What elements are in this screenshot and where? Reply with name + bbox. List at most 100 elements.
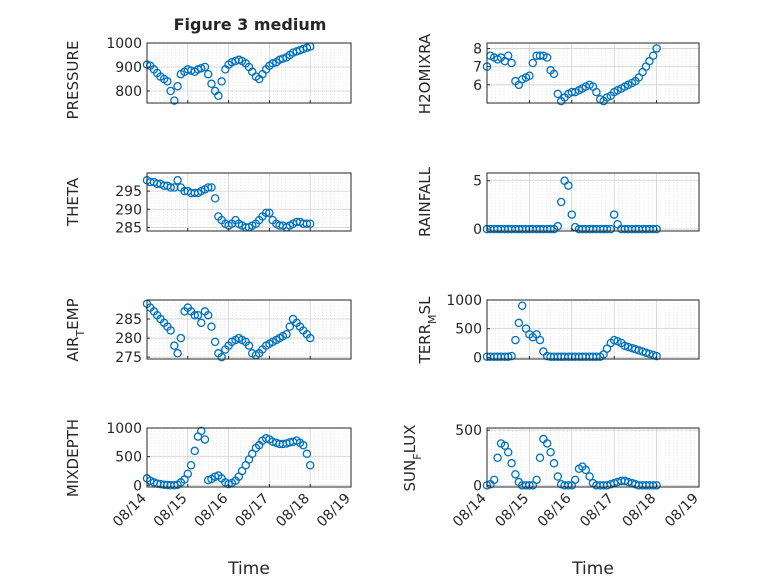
axes-box xyxy=(146,299,352,360)
data-point xyxy=(546,224,555,234)
y-axis-label: PRESSURE xyxy=(64,41,82,120)
y-tick-label: 1000 xyxy=(106,421,142,437)
data-point xyxy=(200,435,210,444)
data-point xyxy=(214,91,223,101)
x-axis-label: Time xyxy=(571,559,614,579)
data-point xyxy=(299,440,308,450)
y-tick-label: 295 xyxy=(115,184,142,200)
data-point xyxy=(585,472,594,481)
y-tick-label: 500 xyxy=(455,322,482,338)
data-point xyxy=(517,301,527,310)
data-point xyxy=(305,460,315,470)
data-point xyxy=(217,77,226,86)
data-point xyxy=(528,58,538,68)
data-point xyxy=(652,44,661,53)
data-point xyxy=(210,194,220,203)
y-tick-label: 1000 xyxy=(446,293,482,309)
subplot-rainfall: 0 5 RAINFALL xyxy=(416,166,700,238)
data-point xyxy=(645,349,654,359)
y-tick-label: 275 xyxy=(115,350,142,366)
data-point xyxy=(282,330,291,339)
y-tick-label: 500 xyxy=(455,423,482,439)
subplot-h2omixra: 6 7 8 H2OMIXRA xyxy=(416,33,700,114)
data-point xyxy=(511,335,520,345)
data-point xyxy=(183,469,193,479)
y-tick-label: 6 xyxy=(473,78,482,94)
data-point xyxy=(546,448,555,457)
data-point xyxy=(564,181,573,190)
axes-box xyxy=(486,172,700,232)
data-point xyxy=(549,69,559,79)
y-tick-label: 0 xyxy=(473,350,482,366)
data-point xyxy=(285,322,295,331)
y-tick-label: 8 xyxy=(473,41,482,57)
data-point xyxy=(170,183,179,192)
data-point xyxy=(170,96,179,105)
y-axis-label: MIXDEPTH xyxy=(64,419,82,497)
y-axis-label: SUNFLUX xyxy=(401,425,424,492)
data-point xyxy=(553,472,563,481)
y-tick-label: 800 xyxy=(115,84,142,100)
data-point xyxy=(244,341,254,350)
data-point xyxy=(163,77,172,86)
subplot-terr-msl: 0 500 1000 TERRMSL xyxy=(416,293,700,366)
y-tick-label: 0 xyxy=(133,478,142,494)
y-tick-label: 1000 xyxy=(106,36,142,52)
x-axis-label: Time xyxy=(227,559,270,579)
axes-box xyxy=(146,172,352,232)
data-point xyxy=(173,175,182,185)
data-point xyxy=(265,208,274,218)
data-point xyxy=(525,71,534,80)
data-point xyxy=(305,219,315,228)
data-point xyxy=(302,449,312,459)
data-point xyxy=(193,310,203,320)
figure-title: Figure 3 medium xyxy=(174,15,327,34)
axes-box xyxy=(486,299,700,360)
data-point xyxy=(503,352,513,361)
data-point xyxy=(570,475,580,485)
data-point xyxy=(186,460,196,470)
data-point xyxy=(190,310,199,320)
data-point xyxy=(567,210,577,219)
data-point xyxy=(634,346,644,355)
y-tick-label: 280 xyxy=(115,331,142,347)
data-point xyxy=(489,475,499,485)
subplot-theta: 285 290 295 THETA xyxy=(64,172,352,236)
data-point xyxy=(535,453,545,463)
data-point xyxy=(176,333,186,343)
data-point xyxy=(581,465,591,475)
data-point xyxy=(278,54,288,63)
data-point xyxy=(203,183,213,192)
data-point xyxy=(305,333,315,343)
y-tick-label: 900 xyxy=(115,60,142,76)
y-tick-label: 7 xyxy=(473,60,482,76)
data-point xyxy=(592,87,601,97)
y-tick-label: 5 xyxy=(473,174,482,190)
y-tick-label: 290 xyxy=(115,202,142,218)
y-tick-label: 285 xyxy=(115,312,142,328)
axes-box xyxy=(146,427,352,488)
data-point xyxy=(623,342,633,352)
data-point xyxy=(493,453,502,463)
data-point xyxy=(166,183,175,192)
data-point xyxy=(261,208,271,218)
data-point xyxy=(602,224,612,234)
data-point xyxy=(170,341,179,350)
data-point xyxy=(525,481,534,490)
data-point xyxy=(542,439,552,448)
data-point xyxy=(217,352,226,362)
data-point xyxy=(166,86,175,96)
data-point xyxy=(173,81,182,91)
y-axis-label: THETA xyxy=(64,177,82,227)
subplot-air-temp: 275 280 285 AIRTEMP xyxy=(64,298,352,366)
data-point xyxy=(507,459,516,468)
data-point xyxy=(207,183,216,192)
data-point xyxy=(302,219,312,228)
data-point xyxy=(553,89,563,99)
data-point xyxy=(503,51,513,60)
axes-box xyxy=(486,42,700,104)
data-point xyxy=(207,322,216,331)
data-point xyxy=(532,475,541,485)
data-point xyxy=(602,344,612,353)
